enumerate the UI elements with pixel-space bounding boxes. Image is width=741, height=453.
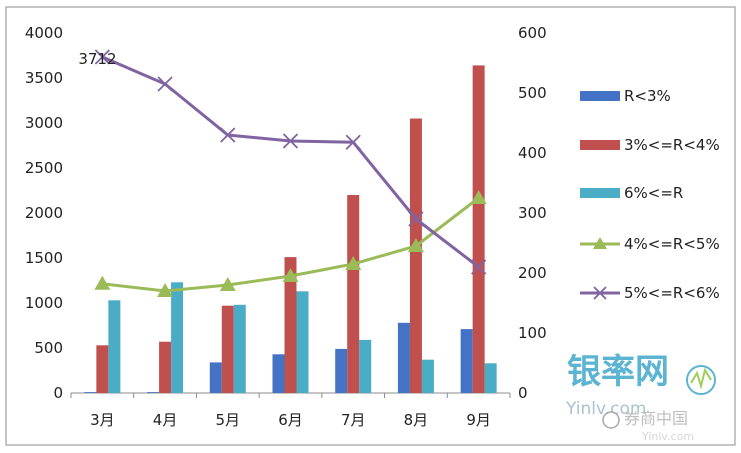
x-tick-label: 8月 bbox=[404, 411, 429, 429]
point-4%<=R<5% bbox=[157, 283, 174, 297]
y-left-tick-label: 2000 bbox=[25, 204, 63, 222]
bar-R<3% bbox=[460, 329, 473, 393]
bar-R<3% bbox=[209, 362, 222, 393]
bar-R<3% bbox=[397, 322, 410, 393]
point-4%<=R<5% bbox=[94, 275, 111, 290]
wechat-icon bbox=[602, 411, 620, 429]
y-left-tick-label: 1500 bbox=[25, 249, 63, 267]
legend-marker-5%<=R<6% bbox=[593, 286, 607, 300]
point-5%<=R<6% bbox=[157, 76, 173, 92]
bar-6%<=R bbox=[233, 304, 246, 393]
watermark-chart-icon bbox=[690, 367, 712, 390]
y-right-tick-label: 0 bbox=[518, 384, 528, 402]
y-right-tick-label: 200 bbox=[518, 264, 547, 282]
bar-R<3% bbox=[335, 348, 348, 393]
y-left-tick-label: 500 bbox=[34, 339, 63, 357]
bar-6%<=R bbox=[108, 300, 121, 393]
bar-6%<=R bbox=[171, 282, 184, 393]
point-5%<=R<6% bbox=[220, 127, 236, 143]
point-4%<=R<5% bbox=[345, 256, 362, 270]
data-label-annotation: 3712 bbox=[78, 50, 116, 68]
watermark-credit-sub: Yinlv.com bbox=[641, 430, 694, 443]
legend-swatch-6%<=R bbox=[580, 188, 620, 198]
bar-3%<=R<4% bbox=[284, 257, 297, 393]
legend-label-6%<=R: 6%<=R bbox=[624, 184, 683, 202]
x-tick-label: 4月 bbox=[153, 411, 178, 429]
point-5%<=R<6% bbox=[282, 133, 299, 149]
bar-6%<=R bbox=[421, 359, 434, 393]
watermark-credit: 券商中国 bbox=[624, 409, 688, 428]
bar-3%<=R<4% bbox=[347, 195, 360, 393]
legend-swatch-R<3% bbox=[580, 91, 620, 101]
bar-3%<=R<4% bbox=[221, 305, 234, 393]
y-right-tick-label: 300 bbox=[518, 204, 547, 222]
x-tick-label: 6月 bbox=[278, 411, 303, 429]
y-left-tick-label: 3000 bbox=[25, 114, 63, 132]
bar-6%<=R bbox=[484, 363, 497, 393]
bar-3%<=R<4% bbox=[472, 65, 485, 394]
y-left-tick-label: 1000 bbox=[25, 294, 63, 312]
y-right-tick-label: 600 bbox=[518, 24, 547, 42]
legend-label-R<3%: R<3% bbox=[624, 87, 671, 105]
point-5%<=R<6% bbox=[408, 211, 424, 227]
point-5%<=R<6% bbox=[471, 259, 487, 275]
bar-R<3% bbox=[272, 354, 285, 393]
y-right-tick-label: 400 bbox=[518, 144, 547, 162]
legend-swatch-3%<=R<4% bbox=[580, 140, 620, 150]
point-4%<=R<5% bbox=[219, 277, 236, 291]
point-5%<=R<6% bbox=[94, 49, 110, 65]
bar-6%<=R bbox=[359, 339, 372, 393]
point-4%<=R<5% bbox=[407, 238, 424, 252]
point-5%<=R<6% bbox=[345, 134, 361, 150]
watermark-logo: 银率网 bbox=[567, 352, 669, 392]
bar-3%<=R<4% bbox=[159, 341, 172, 393]
x-tick-label: 7月 bbox=[341, 411, 366, 429]
x-tick-label: 9月 bbox=[466, 411, 491, 429]
bar-R<3% bbox=[147, 392, 160, 393]
watermark-domain: Yinlv.com bbox=[565, 399, 646, 419]
legend-marker-4%<=R<5% bbox=[593, 237, 607, 249]
bar-3%<=R<4% bbox=[96, 345, 109, 393]
bar-3%<=R<4% bbox=[409, 118, 422, 393]
y-left-tick-label: 4000 bbox=[25, 24, 63, 42]
legend-label-3%<=R<4%: 3%<=R<4% bbox=[624, 136, 720, 154]
legend-label-4%<=R<5%: 4%<=R<5% bbox=[624, 235, 720, 253]
y-left-tick-label: 2500 bbox=[25, 159, 63, 177]
point-4%<=R<5% bbox=[282, 268, 299, 282]
y-right-tick-label: 100 bbox=[518, 324, 547, 342]
bar-R<3% bbox=[84, 392, 97, 393]
y-left-tick-label: 0 bbox=[53, 384, 63, 402]
legend-label-5%<=R<6%: 5%<=R<6% bbox=[624, 284, 720, 302]
x-tick-label: 5月 bbox=[216, 411, 241, 429]
y-right-tick-label: 500 bbox=[518, 84, 547, 102]
point-4%<=R<5% bbox=[470, 190, 487, 204]
y-left-tick-label: 3500 bbox=[25, 69, 63, 87]
watermark-logo-icon bbox=[686, 365, 716, 395]
x-tick-label: 3月 bbox=[90, 411, 115, 429]
bar-6%<=R bbox=[296, 291, 309, 393]
